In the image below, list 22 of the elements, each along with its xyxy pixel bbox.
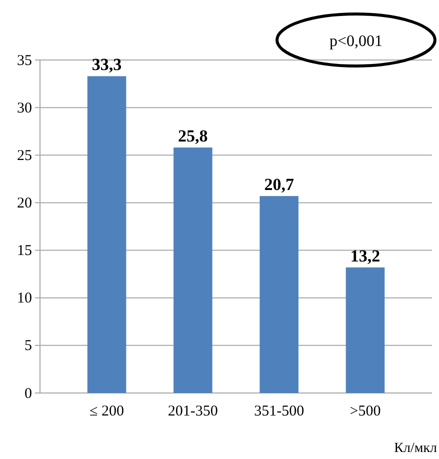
- bar: [174, 148, 212, 393]
- x-tick-label: 201-350: [168, 404, 218, 420]
- data-label: 13,2: [350, 246, 380, 266]
- x-tick-label: 351-500: [254, 404, 304, 420]
- x-axis-title: Кл/мкл: [394, 441, 437, 456]
- bar: [260, 196, 298, 393]
- y-tick-label: 10: [17, 290, 32, 307]
- data-label: 20,7: [264, 175, 294, 194]
- x-tick-label: >500: [350, 404, 381, 420]
- y-tick-label: 0: [24, 386, 32, 402]
- text: p<0,001: [329, 33, 383, 50]
- bar: [346, 267, 385, 393]
- y-tick-label: 15: [17, 243, 32, 260]
- x-tick-label: ≤ 200: [90, 404, 124, 420]
- y-tick-label: 30: [17, 100, 32, 116]
- bar: [87, 76, 126, 393]
- y-tick-label: 20: [17, 196, 32, 212]
- y-tick-label: 5: [24, 338, 32, 354]
- y-tick-label: 25: [17, 148, 32, 164]
- data-label: 33,3: [92, 55, 122, 74]
- y-tick-label: 35: [17, 52, 32, 69]
- data-label: 25,8: [178, 126, 208, 146]
